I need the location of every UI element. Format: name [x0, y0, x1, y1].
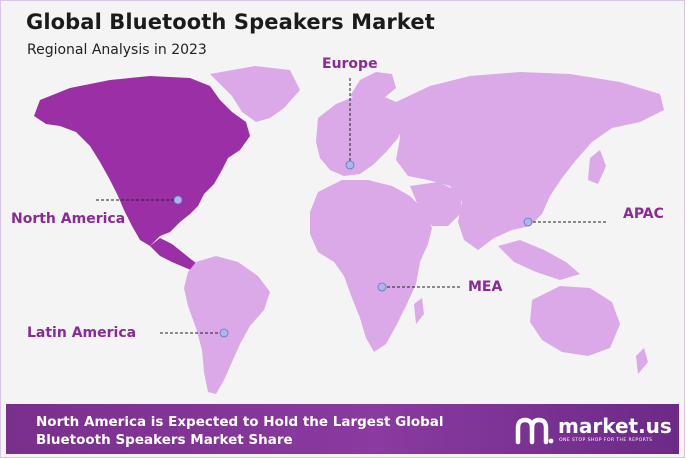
new-zealand-shape	[636, 348, 648, 374]
europe-marker	[345, 160, 355, 170]
brand-logo: market.us ONE STOP SHOP FOR THE REPORTS	[514, 412, 684, 448]
uk-shape	[318, 120, 332, 142]
north-america-shape	[34, 76, 250, 246]
footer-banner: North America is Expected to Hold the La…	[6, 404, 679, 454]
mea-marker	[377, 282, 387, 292]
middle-east-shape	[410, 182, 462, 226]
greenland-shape	[210, 66, 300, 122]
japan-shape	[588, 150, 606, 184]
north-america-marker	[173, 195, 183, 205]
market-us-logo-icon	[515, 417, 554, 445]
region-label-mea: MEA	[468, 279, 503, 295]
latin-america-shape	[184, 256, 270, 394]
southeast-asia-shape	[498, 240, 580, 280]
asia-shape	[396, 72, 664, 250]
region-label-latin-america: Latin America	[27, 325, 137, 341]
europe-shape	[316, 94, 404, 176]
brand-tagline: ONE STOP SHOP FOR THE REPORTS	[559, 438, 653, 443]
page-subtitle: Regional Analysis in 2023	[27, 42, 207, 58]
scandinavia-shape	[350, 72, 396, 102]
africa-shape	[310, 180, 432, 352]
world-map	[34, 66, 664, 394]
apac-marker	[523, 217, 533, 227]
madagascar-shape	[414, 298, 424, 324]
brand-name: market.us	[558, 414, 672, 438]
region-label-apac: APAC	[623, 206, 664, 222]
region-label-europe: Europe	[322, 56, 378, 72]
page-title: Global Bluetooth Speakers Market	[26, 10, 435, 34]
region-label-north-america: North America	[11, 211, 126, 227]
footer-line-2: Bluetooth Speakers Market Share	[36, 432, 293, 448]
footer-line-1: North America is Expected to Hold the La…	[36, 414, 444, 430]
footer-text: North America is Expected to Hold the La…	[36, 413, 456, 449]
australia-shape	[530, 286, 620, 356]
latin-america-marker	[219, 328, 229, 338]
central-america-shape	[150, 238, 200, 272]
